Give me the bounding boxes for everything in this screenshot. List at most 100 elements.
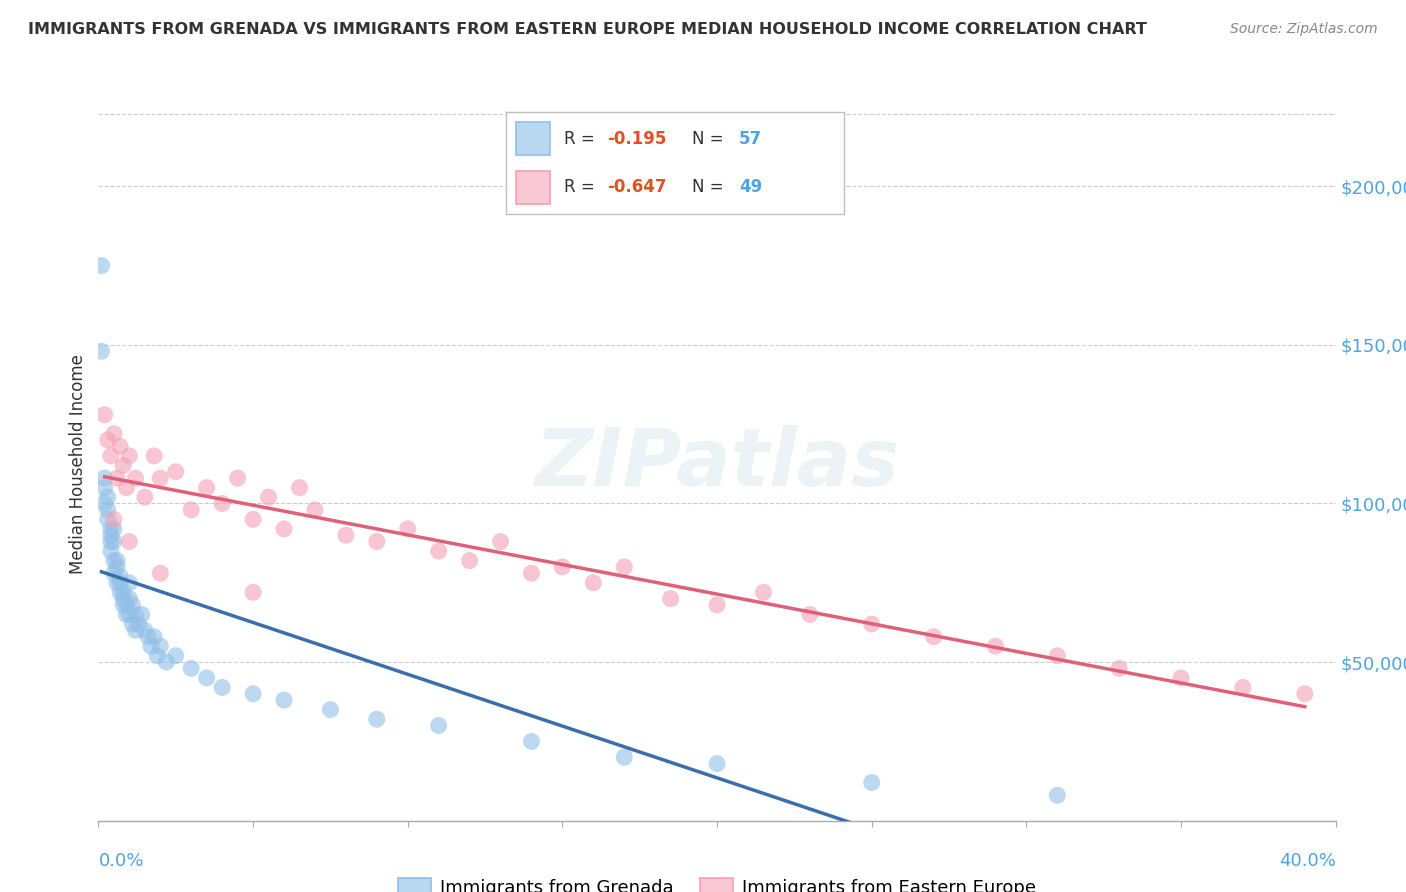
- Text: R =: R =: [564, 178, 599, 196]
- Point: [304, 503, 326, 517]
- Text: IMMIGRANTS FROM GRENADA VS IMMIGRANTS FROM EASTERN EUROPE MEDIAN HOUSEHOLD INCOM: IMMIGRANTS FROM GRENADA VS IMMIGRANTS FR…: [28, 22, 1147, 37]
- Point: [242, 585, 264, 599]
- Point: [984, 639, 1007, 653]
- Point: [100, 449, 122, 463]
- Point: [118, 449, 141, 463]
- Point: [124, 624, 146, 638]
- Legend: Immigrants from Grenada, Immigrants from Eastern Europe: Immigrants from Grenada, Immigrants from…: [391, 871, 1043, 892]
- Point: [134, 624, 156, 638]
- Text: 0.0%: 0.0%: [98, 852, 143, 870]
- Point: [211, 496, 233, 510]
- Point: [93, 496, 115, 510]
- Text: 57: 57: [740, 129, 762, 148]
- Point: [97, 512, 120, 526]
- Point: [103, 566, 125, 581]
- Point: [128, 617, 150, 632]
- Point: [93, 471, 115, 485]
- Point: [922, 630, 945, 644]
- Point: [1046, 789, 1069, 803]
- Point: [1046, 648, 1069, 663]
- Point: [118, 575, 141, 590]
- Point: [118, 591, 141, 606]
- Point: [118, 534, 141, 549]
- Point: [93, 408, 115, 422]
- Text: -0.195: -0.195: [607, 129, 666, 148]
- Point: [366, 534, 388, 549]
- Point: [121, 617, 143, 632]
- Point: [105, 471, 128, 485]
- Point: [860, 775, 883, 789]
- Point: [226, 471, 249, 485]
- Point: [257, 490, 280, 504]
- Point: [582, 575, 605, 590]
- Point: [396, 522, 419, 536]
- Text: R =: R =: [564, 129, 599, 148]
- Point: [112, 591, 135, 606]
- Point: [706, 598, 728, 612]
- Point: [799, 607, 821, 622]
- Point: [112, 585, 135, 599]
- Point: [90, 259, 112, 273]
- Y-axis label: Median Household Income: Median Household Income: [69, 354, 87, 574]
- Point: [97, 433, 120, 447]
- FancyBboxPatch shape: [516, 122, 550, 154]
- Point: [155, 655, 177, 669]
- Point: [103, 426, 125, 441]
- Point: [752, 585, 775, 599]
- Point: [100, 522, 122, 536]
- Point: [118, 607, 141, 622]
- Point: [149, 639, 172, 653]
- Point: [112, 598, 135, 612]
- Point: [165, 465, 187, 479]
- Point: [520, 566, 543, 581]
- Point: [180, 503, 202, 517]
- Point: [706, 756, 728, 771]
- Point: [489, 534, 512, 549]
- Point: [165, 648, 187, 663]
- Text: ZIPatlas: ZIPatlas: [534, 425, 900, 503]
- Point: [427, 544, 450, 558]
- Point: [105, 575, 128, 590]
- Point: [108, 569, 131, 583]
- Point: [105, 553, 128, 567]
- Point: [124, 471, 146, 485]
- Point: [139, 639, 162, 653]
- Point: [242, 687, 264, 701]
- Text: 49: 49: [740, 178, 762, 196]
- Point: [143, 630, 166, 644]
- Point: [288, 481, 311, 495]
- Point: [366, 712, 388, 726]
- Point: [97, 503, 120, 517]
- Point: [100, 534, 122, 549]
- Point: [335, 528, 357, 542]
- Point: [613, 560, 636, 574]
- Text: Source: ZipAtlas.com: Source: ZipAtlas.com: [1230, 22, 1378, 37]
- Point: [134, 490, 156, 504]
- Point: [613, 750, 636, 764]
- Point: [659, 591, 682, 606]
- Point: [551, 560, 574, 574]
- Point: [112, 458, 135, 473]
- Point: [103, 512, 125, 526]
- Point: [108, 585, 131, 599]
- Point: [860, 617, 883, 632]
- Point: [195, 481, 218, 495]
- Point: [149, 471, 172, 485]
- Point: [108, 439, 131, 453]
- Point: [149, 566, 172, 581]
- Text: 40.0%: 40.0%: [1279, 852, 1336, 870]
- Point: [180, 661, 202, 675]
- FancyBboxPatch shape: [516, 171, 550, 204]
- Point: [100, 528, 122, 542]
- Point: [427, 718, 450, 732]
- Point: [1170, 671, 1192, 685]
- Point: [115, 598, 138, 612]
- Point: [1294, 687, 1316, 701]
- Text: N =: N =: [692, 178, 728, 196]
- Point: [93, 481, 115, 495]
- Point: [103, 553, 125, 567]
- Point: [1108, 661, 1130, 675]
- Point: [100, 544, 122, 558]
- Point: [121, 598, 143, 612]
- Text: -0.647: -0.647: [607, 178, 666, 196]
